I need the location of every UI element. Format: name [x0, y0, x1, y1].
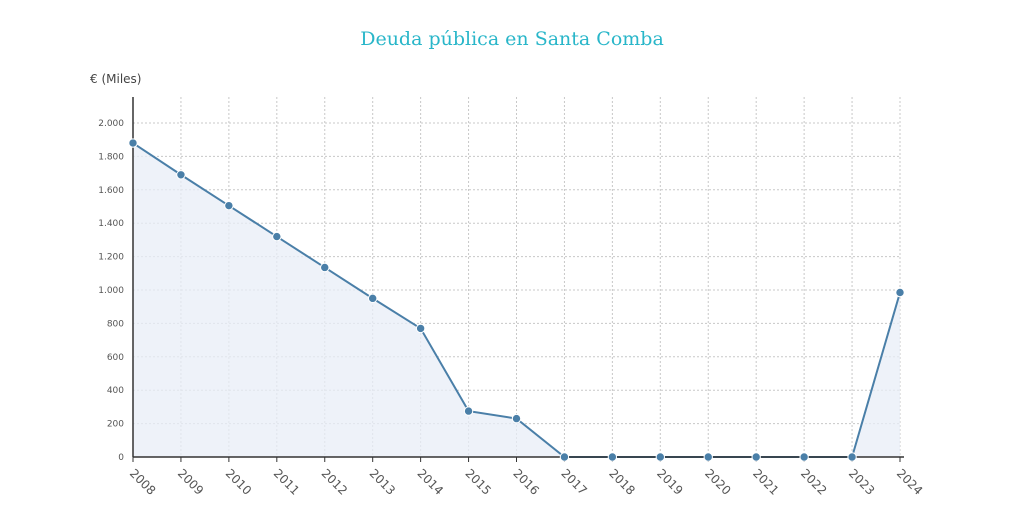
- data-point[interactable]: [463, 406, 474, 416]
- y-tick-labels: 0 200 400 600 800 1.000 1.200 1.400 1.600 1.800 2.…: [98, 119, 124, 463]
- x-tick-label: 2010: [223, 466, 254, 497]
- data-point[interactable]: [511, 413, 522, 424]
- x-tick-label: 2011: [271, 466, 302, 497]
- x-tick-label: 2016: [510, 466, 541, 497]
- data-point[interactable]: [320, 262, 330, 273]
- x-tick-label: 2019: [654, 466, 685, 497]
- data-point[interactable]: [799, 452, 809, 462]
- data-point[interactable]: [272, 231, 282, 242]
- x-tick-label: 2013: [367, 466, 398, 497]
- y-tick-label: 2.000: [98, 119, 124, 129]
- x-tick-labels: 2008 2009 2010 2011 2012 2013 2014 2015 2016 2017…: [127, 457, 925, 498]
- data-points: [128, 138, 905, 462]
- y-tick-label: 800: [107, 319, 124, 329]
- data-point[interactable]: [607, 452, 618, 462]
- area-fill: [133, 143, 900, 458]
- y-tick-label: 1.000: [98, 286, 124, 296]
- y-axis-unit-label: € (Miles): [90, 72, 142, 86]
- x-tick-label: 2022: [798, 466, 829, 497]
- chart-title: Deuda pública en Santa Comba: [360, 28, 664, 50]
- y-tick-label: 200: [107, 420, 124, 430]
- y-tick-label: 1.200: [98, 253, 124, 263]
- x-tick-label: 2020: [702, 466, 733, 497]
- data-point[interactable]: [415, 323, 426, 334]
- y-tick-label: 1.800: [98, 152, 124, 162]
- y-tick-label: 600: [107, 353, 124, 363]
- y-tick-label: 1.400: [98, 219, 124, 229]
- data-point[interactable]: [703, 452, 713, 462]
- x-tick-label: 2008: [127, 466, 158, 497]
- y-tick-label: 0: [118, 453, 124, 463]
- x-tick-label: 2012: [319, 466, 350, 497]
- data-point[interactable]: [847, 452, 857, 462]
- x-tick-label: 2017: [558, 466, 589, 497]
- data-point[interactable]: [367, 293, 378, 304]
- y-tick-label: 400: [107, 386, 124, 396]
- x-tick-label: 2009: [175, 466, 206, 497]
- data-point[interactable]: [559, 452, 570, 462]
- x-tick-label: 2024: [894, 466, 925, 497]
- x-tick-label: 2015: [462, 466, 493, 497]
- data-point[interactable]: [176, 170, 186, 180]
- x-tick-label: 2018: [606, 466, 637, 497]
- x-tick-label: 2021: [750, 466, 781, 497]
- data-point[interactable]: [895, 287, 905, 298]
- data-point[interactable]: [128, 138, 138, 148]
- data-point[interactable]: [751, 452, 761, 462]
- data-point[interactable]: [224, 200, 234, 211]
- data-point[interactable]: [655, 452, 666, 462]
- x-tick-label: 2014: [415, 466, 446, 497]
- y-tick-label: 1.600: [98, 186, 124, 196]
- x-tick-label: 2023: [846, 466, 877, 497]
